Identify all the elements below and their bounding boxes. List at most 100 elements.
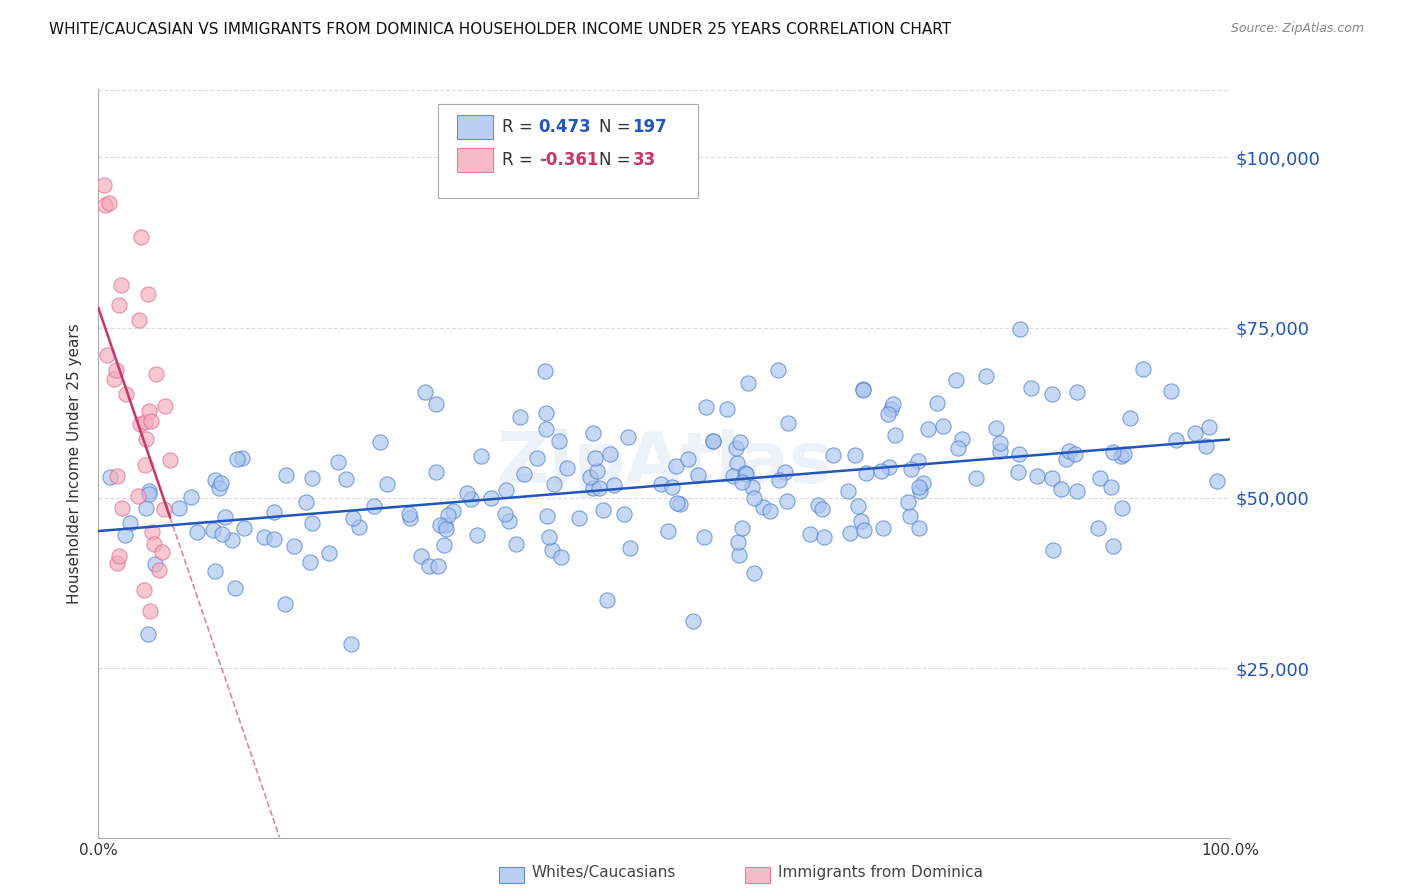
- Point: [990, 435, 1012, 450]
- Point: [134, 415, 156, 429]
- Point: [702, 434, 724, 448]
- Point: [98, 196, 121, 211]
- Point: [737, 376, 759, 390]
- Point: [204, 564, 226, 578]
- Point: [211, 527, 233, 541]
- Point: [429, 518, 451, 533]
- Point: [103, 372, 125, 386]
- Point: [596, 592, 619, 607]
- Point: [1054, 452, 1077, 467]
- Point: [136, 627, 159, 641]
- Point: [1102, 540, 1125, 554]
- Point: [326, 455, 349, 469]
- Point: [668, 497, 690, 511]
- Point: [986, 421, 1008, 435]
- Point: [1114, 447, 1136, 461]
- Point: [579, 470, 602, 484]
- Point: [138, 484, 160, 499]
- Point: [837, 483, 859, 498]
- Point: [131, 229, 153, 244]
- Point: [226, 452, 249, 467]
- Point: [128, 313, 150, 327]
- Y-axis label: Householder Income Under 25 years: Householder Income Under 25 years: [67, 324, 83, 604]
- Point: [568, 511, 591, 525]
- Point: [1184, 426, 1206, 441]
- Point: [661, 480, 683, 494]
- Point: [617, 430, 640, 444]
- Point: [775, 494, 797, 508]
- Point: [1066, 384, 1088, 399]
- Text: R =: R =: [502, 119, 538, 136]
- Point: [838, 526, 860, 541]
- Point: [883, 428, 905, 442]
- Point: [1042, 471, 1064, 485]
- Point: [974, 368, 997, 383]
- Point: [93, 178, 115, 192]
- Point: [586, 464, 609, 478]
- Point: [135, 432, 157, 446]
- Point: [135, 501, 157, 516]
- Point: [433, 539, 456, 553]
- Point: [1132, 361, 1154, 376]
- Point: [844, 448, 866, 462]
- Point: [752, 500, 775, 514]
- Point: [1019, 381, 1042, 395]
- Point: [398, 508, 420, 522]
- Point: [932, 419, 955, 434]
- Point: [728, 548, 751, 562]
- Point: [665, 495, 688, 509]
- Point: [543, 477, 565, 491]
- Point: [693, 530, 716, 544]
- Point: [877, 408, 900, 422]
- Point: [186, 525, 208, 540]
- Point: [298, 555, 321, 569]
- Point: [214, 510, 236, 524]
- Point: [766, 363, 789, 377]
- Point: [1160, 384, 1182, 399]
- Point: [768, 473, 790, 487]
- Point: [599, 446, 621, 460]
- Point: [434, 518, 457, 533]
- Point: [846, 499, 869, 513]
- Point: [526, 450, 548, 465]
- Point: [1101, 444, 1123, 458]
- Point: [231, 450, 253, 465]
- Point: [731, 475, 754, 489]
- Text: 0.473: 0.473: [538, 119, 592, 136]
- Point: [741, 480, 763, 494]
- Point: [583, 450, 606, 465]
- Point: [143, 537, 166, 551]
- Point: [588, 481, 610, 495]
- Point: [1042, 542, 1064, 557]
- Point: [202, 523, 225, 537]
- Point: [470, 449, 492, 463]
- Point: [778, 416, 800, 430]
- Point: [224, 581, 246, 595]
- Point: [437, 508, 460, 523]
- Bar: [457, 115, 494, 139]
- Point: [613, 507, 636, 521]
- Point: [1050, 482, 1073, 496]
- Point: [582, 481, 605, 495]
- Point: [283, 539, 305, 553]
- Point: [534, 422, 557, 436]
- Point: [139, 414, 162, 428]
- Point: [917, 422, 939, 436]
- Point: [108, 549, 131, 564]
- Point: [1111, 449, 1133, 463]
- Point: [907, 454, 929, 468]
- Point: [925, 396, 948, 410]
- Point: [138, 287, 160, 301]
- Point: [233, 521, 256, 535]
- Text: N =: N =: [599, 119, 636, 136]
- Point: [94, 198, 117, 212]
- Text: WHITE/CAUCASIAN VS IMMIGRANTS FROM DOMINICA HOUSEHOLDER INCOME UNDER 25 YEARS CO: WHITE/CAUCASIAN VS IMMIGRANTS FROM DOMIN…: [49, 22, 952, 37]
- Point: [540, 543, 562, 558]
- Point: [105, 469, 128, 483]
- Point: [295, 494, 318, 508]
- Point: [882, 397, 904, 411]
- Point: [498, 514, 520, 528]
- Point: [1087, 521, 1109, 535]
- Point: [897, 495, 920, 509]
- Point: [592, 503, 614, 517]
